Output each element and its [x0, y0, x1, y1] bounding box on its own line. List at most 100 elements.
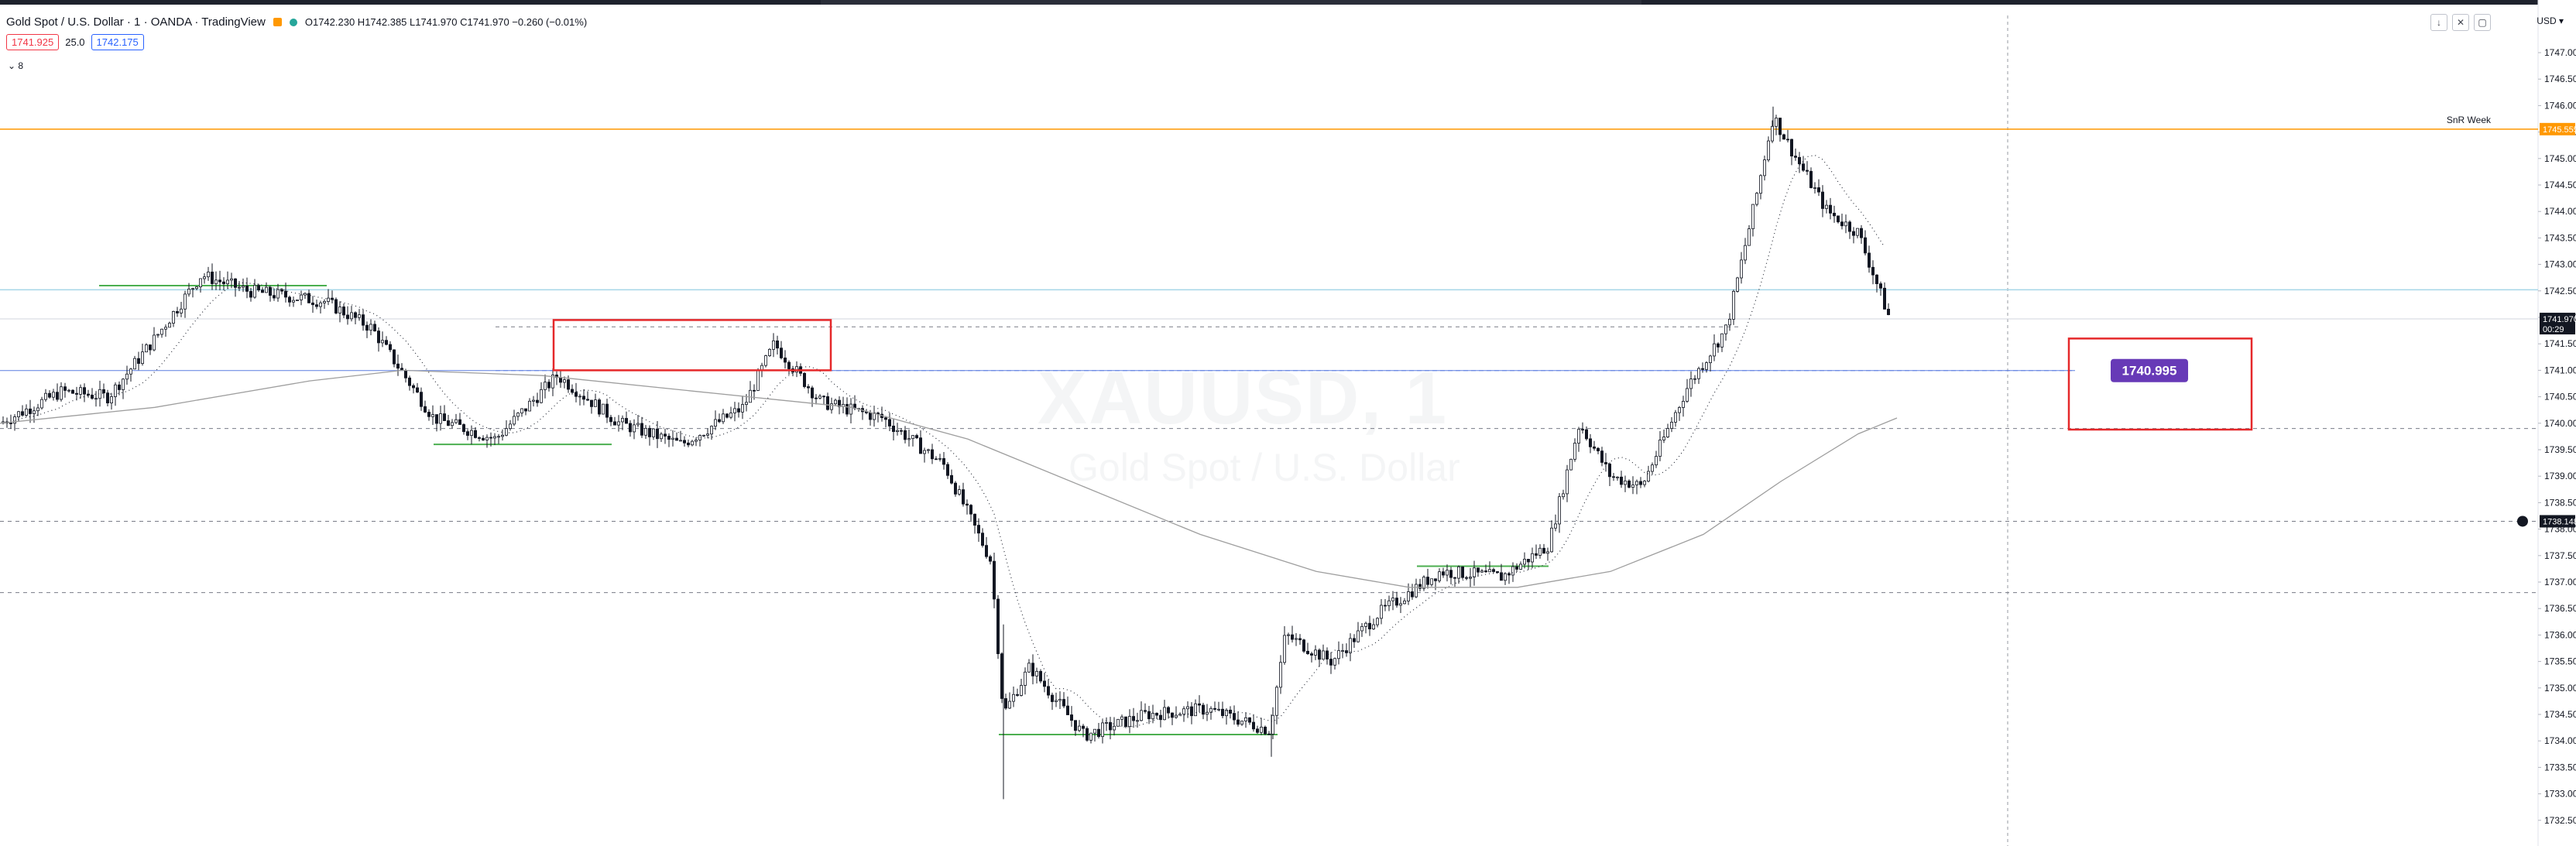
- candle-body: [1809, 170, 1813, 188]
- candle-body: [1399, 603, 1403, 606]
- symbol-watermark: XAUUSD, 1: [1038, 357, 1449, 440]
- candle-body: [1357, 630, 1360, 642]
- snr-price-text: 1745.555: [2543, 125, 2576, 135]
- candle-body: [1731, 291, 1735, 320]
- candle-body: [1867, 252, 1871, 268]
- data-live-icon: [289, 18, 297, 26]
- top-bar-toolbar: [821, 0, 1641, 5]
- buy-button[interactable]: 1742.175: [91, 34, 144, 50]
- candle-body: [772, 340, 776, 350]
- candle-body: [849, 403, 853, 415]
- price-tick-label: 1736.000: [2544, 629, 2576, 640]
- candle-body: [183, 293, 187, 310]
- candle-body: [1016, 694, 1020, 696]
- candle-body: [1418, 584, 1422, 589]
- candle-body: [1766, 140, 1770, 160]
- target-box[interactable]: [2067, 337, 2253, 431]
- candle-body: [75, 392, 79, 395]
- candle-body: [1171, 712, 1175, 718]
- resistance-box[interactable]: [552, 319, 832, 372]
- candle-body: [1271, 714, 1275, 735]
- price-tick-label: 1740.500: [2544, 392, 2576, 402]
- candle-body: [1604, 462, 1607, 464]
- candle-body: [505, 428, 509, 436]
- candle-body: [1031, 663, 1035, 676]
- candle-body: [652, 428, 656, 437]
- candle-body: [1778, 118, 1782, 135]
- candle-body: [1422, 577, 1426, 589]
- candle-body: [20, 411, 24, 416]
- candle-body: [1700, 368, 1704, 370]
- candle-body: [1426, 577, 1430, 585]
- candle-body: [91, 395, 94, 399]
- arrow-down-icon[interactable]: ↓: [2430, 14, 2447, 31]
- sell-button[interactable]: 1741.925: [6, 34, 60, 50]
- candle-body: [1372, 624, 1376, 629]
- candle-body: [1770, 125, 1774, 142]
- candle-body: [67, 389, 71, 392]
- indicators-toggle[interactable]: ⌄ 8: [8, 60, 23, 71]
- collapse-icon[interactable]: ✕: [2452, 14, 2469, 31]
- candle-body: [338, 307, 341, 313]
- candle-body: [117, 384, 121, 390]
- candle-body: [291, 300, 295, 303]
- candle-body: [973, 513, 977, 526]
- candle-body: [1762, 159, 1766, 176]
- price-tick-label: 1742.500: [2544, 286, 2576, 296]
- candle-body: [718, 419, 722, 423]
- candle-body: [907, 438, 911, 440]
- candle-body: [121, 378, 125, 390]
- price-tick-label: 1739.000: [2544, 471, 2576, 481]
- price-tick-label: 1741.500: [2544, 338, 2576, 349]
- candle-body: [749, 389, 753, 403]
- candle-body: [404, 370, 408, 378]
- price-tick-label: 1747.000: [2544, 47, 2576, 58]
- price-label-box[interactable]: [2111, 358, 2188, 382]
- candle-body: [1178, 714, 1182, 716]
- candle-body: [1109, 722, 1113, 731]
- candle-body: [958, 489, 962, 495]
- candle-body: [52, 392, 56, 398]
- browser-top-bar: [0, 0, 2576, 5]
- candle-body: [1086, 728, 1089, 741]
- candle-body: [1020, 685, 1024, 696]
- maximize-icon[interactable]: ▢: [2474, 14, 2491, 31]
- candle-body: [753, 389, 756, 392]
- description-watermark: Gold Spot / U.S. Dollar: [1068, 446, 1460, 489]
- candle-body: [1527, 559, 1531, 563]
- candle-body: [1855, 228, 1859, 236]
- price-tick-label: 1741.000: [2544, 365, 2576, 375]
- price-tick-label: 1738.500: [2544, 497, 2576, 508]
- slow-ma-line[interactable]: [0, 369, 1898, 588]
- price-tick-label: 1734.500: [2544, 709, 2576, 720]
- candle-body: [299, 294, 303, 300]
- crosshair-add-icon[interactable]: [2517, 515, 2528, 527]
- candle-body: [966, 503, 969, 506]
- candle-body: [710, 426, 714, 435]
- fast-ma-line[interactable]: [2, 154, 1885, 728]
- candle-body: [729, 413, 733, 418]
- price-tick-label: 1734.000: [2544, 735, 2576, 746]
- candle-body: [1558, 496, 1562, 525]
- candle-body: [1496, 571, 1500, 574]
- symbol-title[interactable]: Gold Spot / U.S. Dollar · 1 · OANDA · Tr…: [6, 15, 266, 29]
- candle-body: [586, 399, 590, 401]
- candle-body: [1209, 707, 1213, 713]
- candle-body: [1004, 698, 1008, 709]
- candle-body: [1446, 570, 1449, 576]
- candle-body: [307, 293, 310, 303]
- candle-body: [156, 334, 159, 336]
- candle-body: [1789, 139, 1793, 157]
- candle-body: [919, 437, 923, 454]
- candle-body: [136, 358, 140, 365]
- currency-select[interactable]: USD ▾: [2537, 15, 2564, 26]
- candle-body: [283, 290, 287, 298]
- candle-body: [1256, 728, 1260, 733]
- currency-label: USD: [2537, 15, 2557, 26]
- candle-body: [803, 372, 807, 387]
- candle-body: [1824, 204, 1828, 209]
- candle-body: [1882, 287, 1886, 310]
- price-axis[interactable]: [2538, 0, 2576, 846]
- candle-body: [764, 355, 768, 366]
